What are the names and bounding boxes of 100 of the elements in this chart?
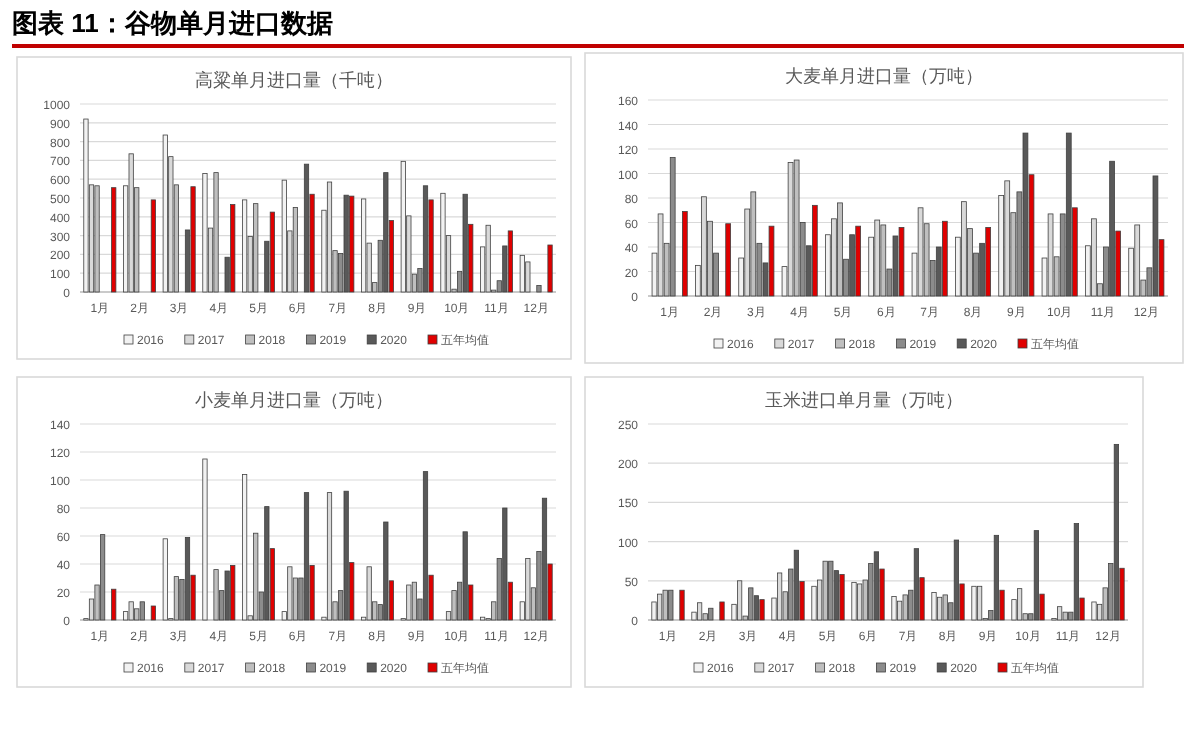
bar [697,602,703,621]
bar [837,202,843,297]
bar [812,204,818,297]
bar [162,538,168,621]
bar [942,594,948,621]
bar [873,551,879,621]
bar [725,223,731,297]
bar [507,230,513,293]
bar [162,134,168,293]
text: 图表 11：谷物单月进口数据 [12,8,333,38]
bar [931,592,937,621]
bar [230,565,236,621]
bar [462,193,468,293]
bar [971,585,977,621]
bar [1065,132,1072,297]
bar [1017,588,1023,621]
bar [422,185,429,293]
bar [202,173,208,293]
bar [343,194,349,293]
bar [898,227,905,297]
bar [913,548,919,621]
bar [150,605,156,621]
bar [383,521,389,621]
chart-title: 小麦单月进口量（万吨） [195,390,393,410]
bar [937,596,943,621]
bar [400,160,406,293]
bar [519,254,525,293]
chart-title: 大麦单月进口量（万吨） [785,66,983,86]
bar [111,588,117,621]
bar [1033,530,1039,621]
bar [942,220,948,297]
bar [134,608,140,621]
bar [828,560,834,621]
bar [253,532,259,621]
bar [953,539,959,621]
bar [719,601,725,621]
bar [748,587,754,621]
bar [224,570,230,621]
bar [202,458,208,621]
bar [759,599,765,621]
bar [230,204,236,293]
bar [793,159,800,297]
bar [891,596,897,621]
bar [669,157,676,297]
bar [422,471,429,621]
bar [184,537,191,621]
bar [536,285,542,293]
bar [128,601,134,621]
bar [1113,443,1119,621]
bar [897,600,903,621]
chart-title: 玉米进口单月量（万吨） [765,390,963,410]
bar [150,199,156,293]
bar [264,506,270,621]
bar [892,235,899,297]
bar [190,186,196,293]
bar [242,474,248,621]
bar [1091,601,1097,621]
bar [855,225,861,297]
bar [1022,132,1029,297]
bar [111,187,117,293]
bar [753,595,759,621]
bar [281,179,287,293]
chart-title: 高粱单月进口量（千吨） [195,70,393,90]
bar [811,585,817,621]
bar [662,589,668,621]
bar [1073,523,1079,621]
bar [303,163,310,293]
bar [985,227,991,297]
bar [822,560,828,621]
bar [793,549,799,621]
bar [462,531,468,621]
bar [651,601,657,621]
bar [750,191,757,297]
bar [708,607,714,621]
bar [668,589,674,621]
bar [1062,611,1068,621]
bar [657,593,663,621]
bar [349,195,355,293]
bar [139,601,145,621]
bar [440,192,446,293]
bar [839,574,845,621]
bar [977,585,983,621]
bar [1057,606,1063,621]
bar [303,492,310,621]
bar [541,497,548,621]
bar [768,225,775,297]
bar [679,589,685,621]
bar [849,234,855,297]
bar [411,581,417,621]
bar [1109,160,1115,297]
bar [242,199,248,293]
bar [83,118,89,293]
bar [902,594,908,621]
bar [269,211,275,293]
bar [343,490,349,621]
bar [1152,175,1159,297]
bar [880,224,887,297]
bar [361,198,367,293]
bar [451,590,457,621]
bar [173,576,179,621]
